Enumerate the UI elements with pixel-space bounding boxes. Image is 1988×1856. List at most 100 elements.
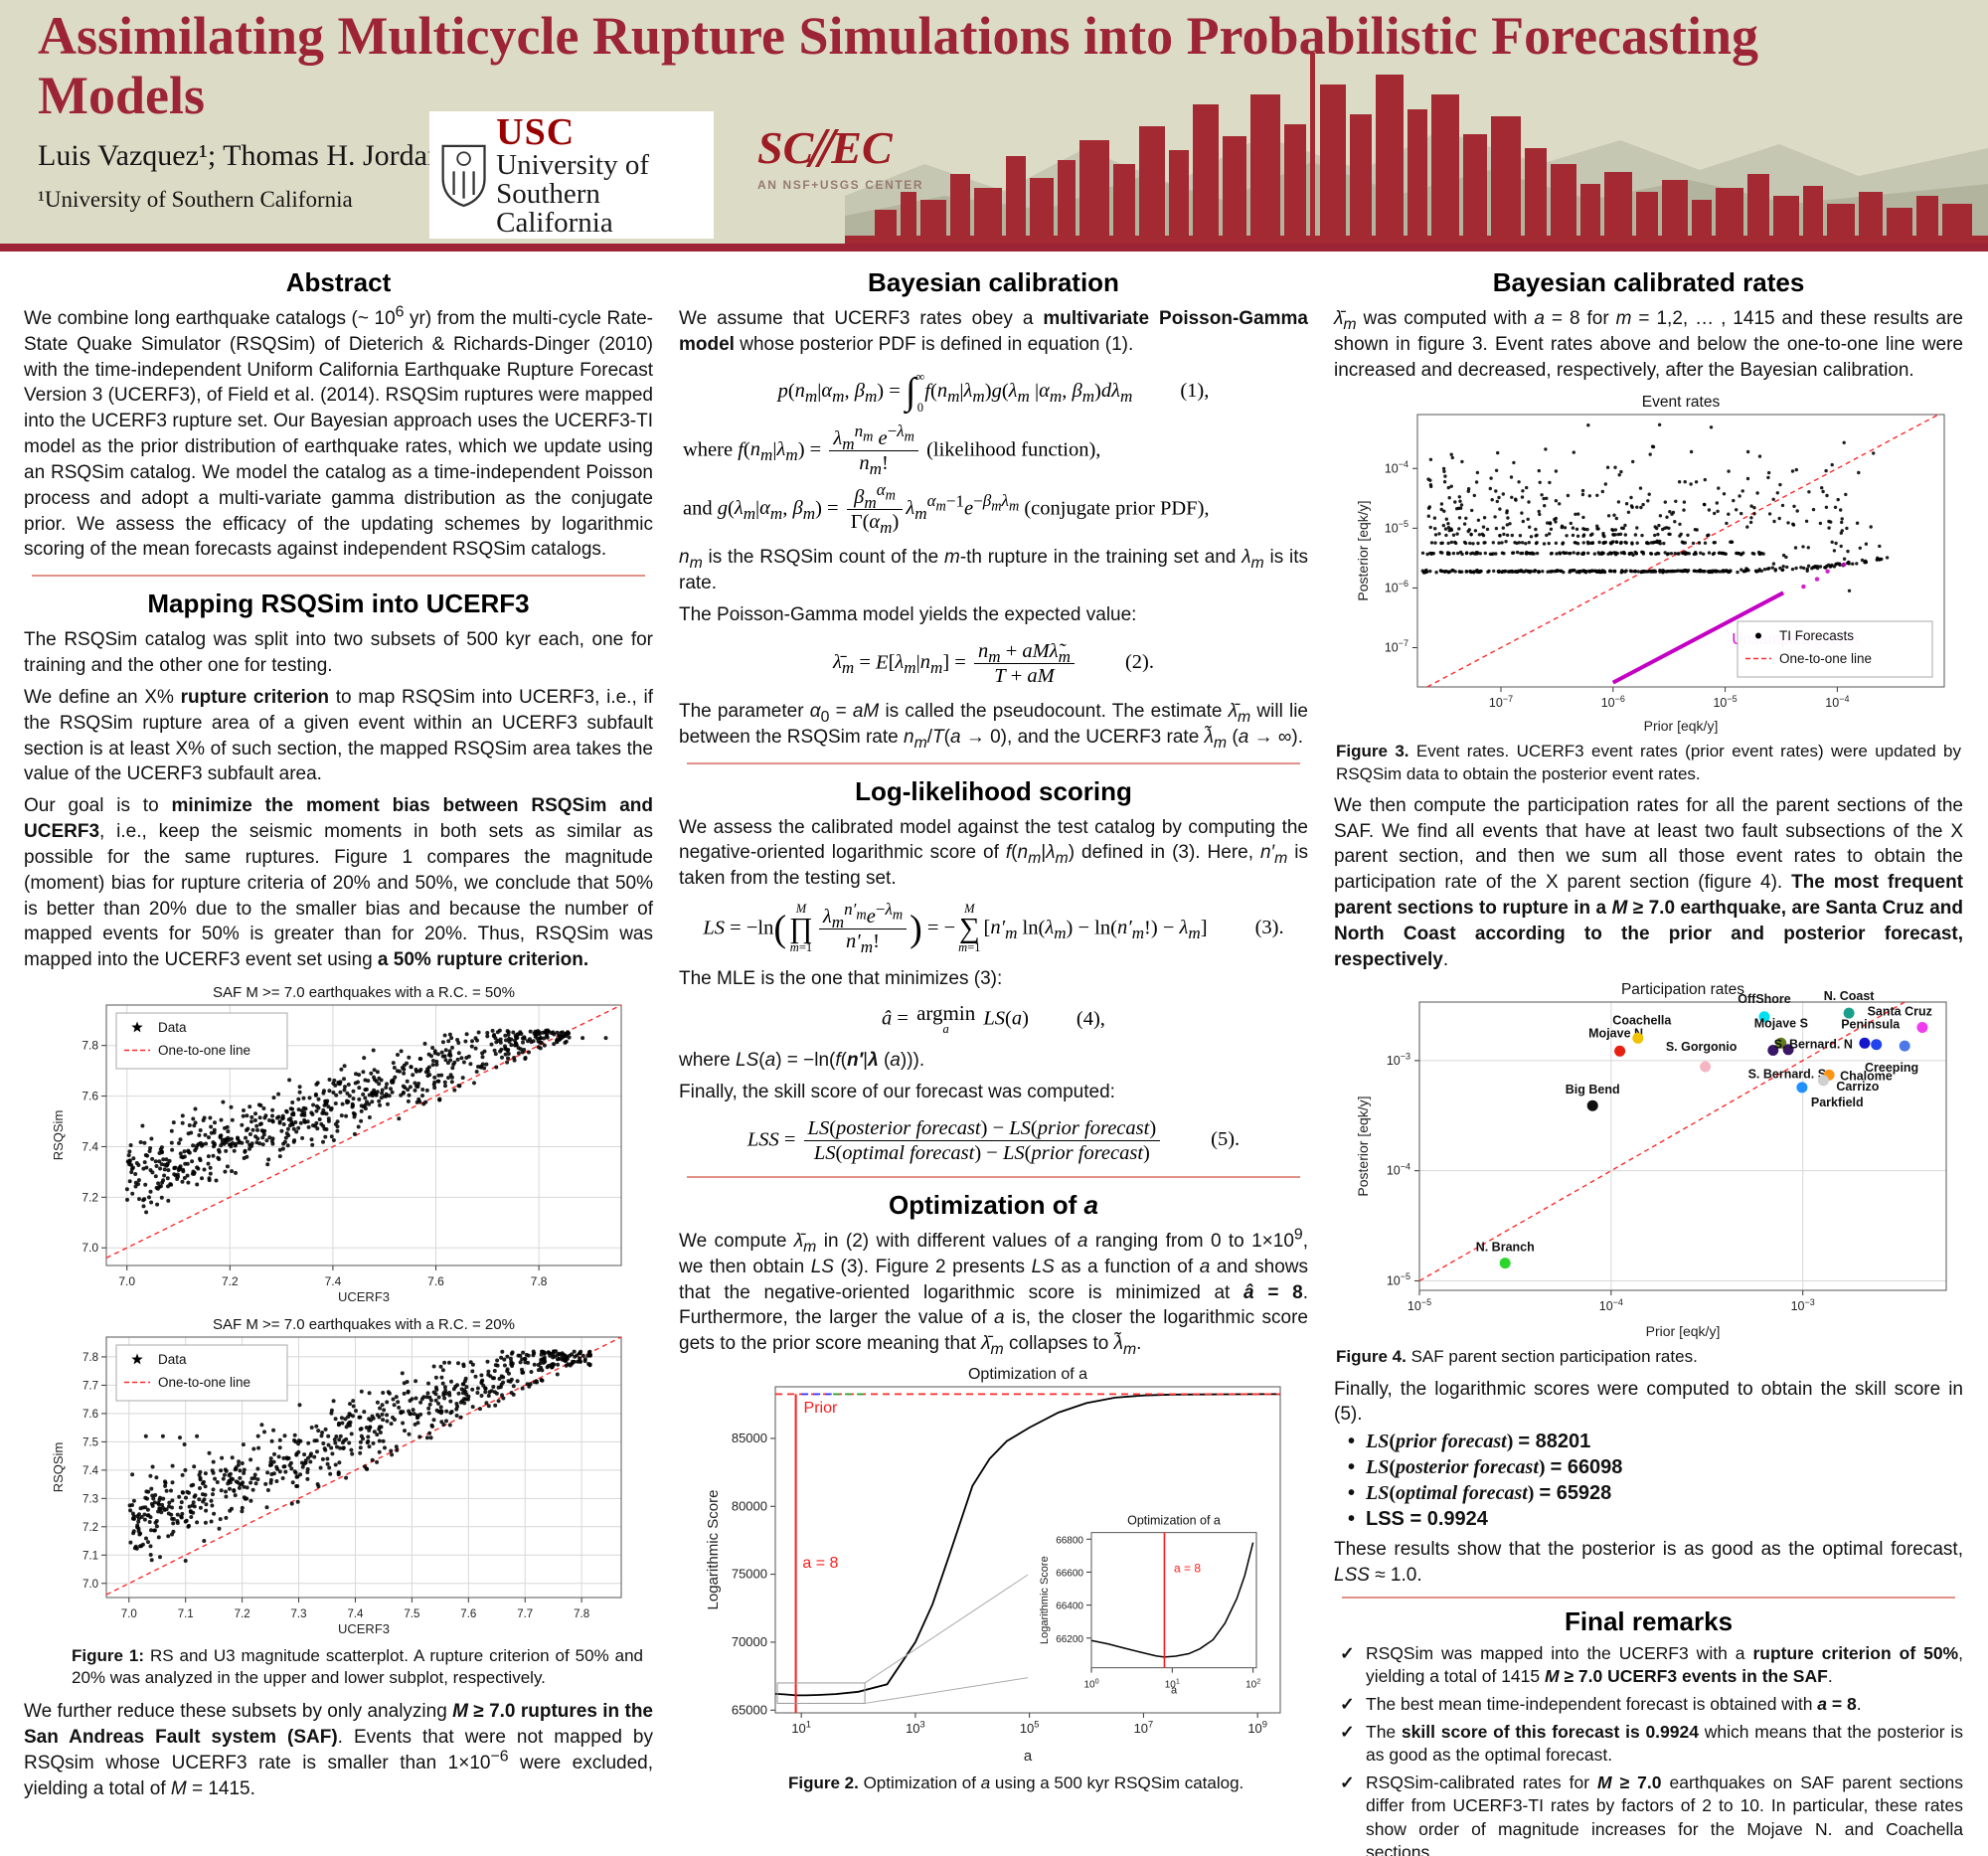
svg-text:7.4: 7.4 (83, 1465, 99, 1477)
svg-text:10−4: 10−4 (1825, 694, 1849, 710)
figure1-lower-chart: 7.0 7.1 7.2 7.3 7.4 7.5 7.6 7.7 7.8 7.0 7.1 7.2 7.3 7… (51, 1316, 621, 1636)
figure4-chart: 10−5 10−4 10−3 10−5 10−4 10−3 Participation ra… (1355, 981, 1946, 1339)
column-right: Bayesian calibrated rates λ̄m was comput… (1334, 257, 1963, 1856)
poster-title: Assimilating Multicycle Rupture Simulati… (38, 6, 1758, 126)
svg-text:a: a (1023, 1748, 1032, 1765)
where-ls-note: where LS(a) = −ln(f(n′|λ (a))). (679, 1049, 925, 1071)
svg-text:Mojave N: Mojave N (1588, 1027, 1643, 1041)
section-separator (687, 761, 1300, 764)
score-item-posterior: LS(posterior forecast) = 66098 (1348, 1456, 1963, 1479)
svg-text:N. Branch: N. Branch (1475, 1241, 1534, 1255)
svg-text:Peninsula: Peninsula (1841, 1018, 1901, 1032)
column1-closing-text: We further reduce these subsets by only … (24, 1701, 654, 1799)
svg-text:SAF M >= 7.0 earthquakes with: SAF M >= 7.0 earthquakes with a R.C. = 2… (213, 1316, 515, 1333)
svg-text:7.4: 7.4 (82, 1139, 98, 1153)
skill-score-note: Finally, the skill score of our forecast… (679, 1081, 1115, 1102)
equation-1: p(nm|αm, βm) = ∫ ∞ 0 f(nm|λm)g(λm |αm, βm)d… (777, 369, 1210, 415)
svg-text:Posterior [eqk/y]: Posterior [eqk/y] (1355, 501, 1371, 601)
usc-shield-icon (441, 144, 486, 208)
svg-text:7.0: 7.0 (118, 1274, 135, 1288)
usc-logo-text: USC University of Southern California (496, 113, 704, 238)
svg-text:7.7: 7.7 (517, 1608, 533, 1620)
participation-text: We then compute the participation rates … (1334, 794, 1963, 970)
svg-text:7.6: 7.6 (460, 1608, 476, 1620)
svg-text:66400: 66400 (1056, 1602, 1083, 1612)
svg-text:N. Coast: N. Coast (1823, 990, 1875, 1004)
svg-text:Logarithmic Score: Logarithmic Score (705, 1490, 722, 1610)
column-left: Abstract We combine long earthquake cata… (24, 257, 653, 1856)
svg-text:7.8: 7.8 (82, 1039, 98, 1053)
bayes-nm-note: nm is the RSQSim count of the m-th ruptu… (679, 547, 1309, 593)
svg-text:10−4: 10−4 (1384, 459, 1408, 475)
header: Assimilating Multicycle Rupture Simulati… (0, 0, 1988, 252)
svg-text:7.8: 7.8 (83, 1352, 98, 1364)
svg-text:7.3: 7.3 (290, 1608, 306, 1620)
svg-text:Logarithmic Score: Logarithmic Score (1039, 1556, 1051, 1644)
svg-text:Prior [eqk/y]: Prior [eqk/y] (1643, 718, 1718, 734)
final-remark-item: RSQSim-calibrated rates for M ≥ 7.0 eart… (1338, 1772, 1963, 1856)
svg-text:70000: 70000 (731, 1634, 766, 1649)
bayes-pseudocount: The parameter α0 = aM is called the pseu… (679, 700, 1308, 752)
svg-text:Data: Data (158, 1020, 187, 1035)
loglik-intro: We assess the calibrated model against t… (679, 816, 1309, 890)
usc-logo: USC University of Southern California (429, 111, 714, 239)
svg-text:10−3: 10−3 (1386, 1052, 1409, 1068)
svg-text:10−7: 10−7 (1488, 694, 1512, 710)
scec-subtitle: AN NSF+USGS CENTER (757, 178, 924, 192)
section-separator (687, 1175, 1300, 1178)
svg-text:Creeping: Creeping (1865, 1062, 1918, 1076)
bayes-intro: We assume that UCERF3 rates obey a multi… (679, 308, 1308, 355)
svg-text:RSQSim: RSQSim (51, 1442, 66, 1493)
svg-text:10−4: 10−4 (1598, 1297, 1622, 1313)
svg-text:RSQSim: RSQSim (51, 1110, 66, 1161)
svg-text:Prior: Prior (803, 1400, 837, 1417)
svg-text:85000: 85000 (731, 1431, 766, 1445)
header-red-bar (0, 244, 1988, 252)
score-item-prior: LS(prior forecast) = 88201 (1348, 1431, 1963, 1453)
svg-text:One-to-one line: One-to-one line (1779, 651, 1872, 666)
svg-text:101: 101 (791, 1720, 811, 1736)
skyline-graphic (845, 53, 1988, 244)
svg-text:Participation rates: Participation rates (1620, 981, 1743, 998)
svg-text:7.0: 7.0 (83, 1579, 98, 1591)
svg-text:a = 8: a = 8 (1174, 1561, 1201, 1575)
authors: Luis Vazquez¹; Thomas H. Jordan¹ (38, 139, 451, 172)
abstract-text: We combine long earthquake catalogs (~ 1… (24, 303, 653, 561)
svg-text:7.5: 7.5 (404, 1608, 419, 1620)
usc-line1: University of (496, 148, 649, 181)
svg-text:S. Bernard. N: S. Bernard. N (1773, 1038, 1852, 1052)
title-line2: Models (38, 66, 205, 126)
svg-text:66200: 66200 (1056, 1634, 1083, 1645)
svg-text:7.2: 7.2 (82, 1190, 98, 1204)
svg-text:107: 107 (1133, 1720, 1153, 1736)
scec-logo: SC EC AN NSF+USGS CENTER (757, 121, 923, 192)
svg-text:7.8: 7.8 (574, 1608, 589, 1620)
section-heading-final-remarks: Final remarks (1564, 1605, 1734, 1636)
svg-text:10−6: 10−6 (1384, 580, 1408, 595)
svg-text:7.6: 7.6 (83, 1409, 98, 1421)
equation-3: LS = −ln(M ∏ m=1 λmn′me−λm n′m!) = − M ∑ m=1 [n′… (703, 900, 1284, 957)
optimization-text: We compute λ̄m in (2) with different val… (679, 1226, 1309, 1358)
calibrated-rates-text: λ̄m was computed with a = 8 for m = 1,2,… (1334, 308, 1964, 381)
figure1-caption: Figure 1: RS and U3 magnitude scatterplo… (72, 1646, 643, 1688)
svg-text:Big Bend: Big Bend (1565, 1084, 1619, 1097)
svg-text:10−6: 10−6 (1600, 694, 1624, 710)
figure3-caption: Figure 3. Event rates. UCERF3 event rate… (1336, 742, 1962, 783)
svg-text:7.6: 7.6 (82, 1090, 98, 1103)
svg-text:Optimization of a: Optimization of a (1127, 1514, 1221, 1528)
figure3-chart: 10−7 10−6 10−5 10−4 10−7 10−6 10−5 10−4 Event ra… (1355, 394, 1944, 734)
section-heading-calibrated-rates: Bayesian calibrated rates (1492, 267, 1805, 297)
svg-text:7.4: 7.4 (324, 1274, 341, 1288)
svg-text:7.1: 7.1 (177, 1608, 193, 1620)
svg-text:66800: 66800 (1056, 1535, 1083, 1546)
content-grid: Abstract We combine long earthquake cata… (0, 252, 1988, 1856)
scores-intro: Finally, the logarithmic scores were com… (1334, 1378, 1963, 1426)
usc-mark: USC (496, 110, 576, 153)
mapping-para-1: The RSQSim catalog was split into two su… (24, 629, 653, 677)
svg-text:Data: Data (158, 1352, 187, 1367)
svg-text:10−5: 10−5 (1386, 1272, 1409, 1288)
svg-text:S. Gorgonio: S. Gorgonio (1665, 1040, 1737, 1054)
section-heading-optimization: Optimization of a (889, 1189, 1098, 1220)
svg-text:Coachella: Coachella (1612, 1014, 1672, 1028)
svg-text:Prior [eqk/y]: Prior [eqk/y] (1645, 1323, 1720, 1339)
